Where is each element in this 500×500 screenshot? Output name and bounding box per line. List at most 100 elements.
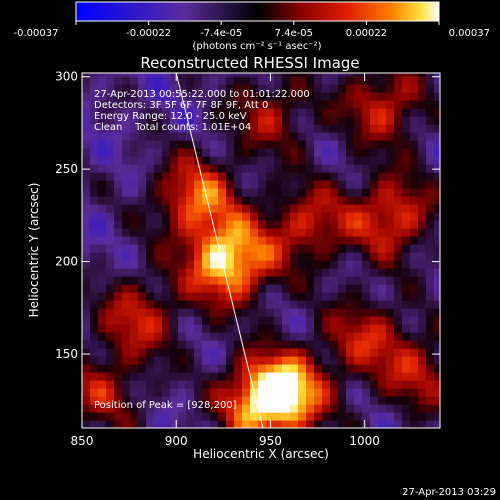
- heatmap-cell: [114, 156, 123, 165]
- heatmap-cell: [434, 332, 440, 341]
- heatmap-cell: [418, 228, 427, 237]
- heatmap-cell: [146, 348, 155, 357]
- plot-frame: [81, 72, 441, 429]
- heatmap-cell: [346, 276, 355, 285]
- heatmap-cell: [210, 92, 219, 101]
- heatmap-cell: [234, 236, 243, 245]
- heatmap-cell: [378, 84, 387, 93]
- heatmap-cell: [266, 260, 275, 269]
- heatmap-cell: [274, 140, 283, 149]
- heatmap-cell: [178, 300, 187, 309]
- heatmap-cell: [290, 388, 299, 397]
- heatmap-cell: [106, 76, 115, 85]
- heatmap-cell: [394, 92, 403, 101]
- heatmap-cell: [234, 372, 243, 381]
- heatmap-cell: [410, 284, 419, 293]
- heatmap-cell: [82, 172, 91, 181]
- heatmap-cell: [402, 420, 411, 428]
- heatmap-cell: [170, 84, 179, 93]
- heatmap-cell: [314, 260, 323, 269]
- heatmap-cell: [234, 380, 243, 389]
- heatmap-cell: [322, 356, 331, 365]
- heatmap-cell: [266, 196, 275, 205]
- heatmap-cell: [402, 388, 411, 397]
- heatmap-cell: [322, 316, 331, 325]
- heatmap-cell: [306, 372, 315, 381]
- heatmap-cell: [170, 356, 179, 365]
- heatmap-cell: [122, 324, 131, 333]
- heatmap-cell: [426, 116, 435, 125]
- heatmap-cell: [330, 332, 339, 341]
- heatmap-cell: [138, 76, 147, 85]
- heatmap-cell: [122, 140, 131, 149]
- heatmap-cell: [218, 164, 227, 173]
- heatmap-cell: [266, 364, 275, 373]
- heatmap-cell: [418, 244, 427, 253]
- heatmap-cell: [282, 372, 291, 381]
- heatmap-cell: [82, 84, 91, 93]
- heatmap-cell: [82, 316, 91, 325]
- heatmap-cell: [394, 196, 403, 205]
- heatmap-cell: [146, 188, 155, 197]
- heatmap-cell: [410, 140, 419, 149]
- heatmap-cell: [234, 140, 243, 149]
- heatmap-cell: [394, 412, 403, 421]
- heatmap-cell: [98, 260, 107, 269]
- heatmap-cell: [338, 124, 347, 133]
- heatmap-cell: [290, 348, 299, 357]
- heatmap-cell: [370, 372, 379, 381]
- heatmap-cell: [322, 412, 331, 421]
- heatmap-cell: [146, 220, 155, 229]
- heatmap-cell: [386, 76, 395, 85]
- heatmap-cell: [378, 268, 387, 277]
- heatmap-cell: [434, 228, 440, 237]
- heatmap-cell: [394, 316, 403, 325]
- heatmap-cell: [106, 73, 115, 77]
- heatmap-cell: [346, 220, 355, 229]
- heatmap-cell: [338, 244, 347, 253]
- heatmap-cell: [154, 188, 163, 197]
- heatmap-cell: [194, 364, 203, 373]
- heatmap-cell: [234, 260, 243, 269]
- heatmap-cell: [282, 260, 291, 269]
- heatmap-cell: [418, 356, 427, 365]
- heatmap-cell: [122, 340, 131, 349]
- heatmap-cell: [210, 164, 219, 173]
- heatmap-cell: [362, 380, 371, 389]
- heatmap-cell: [322, 188, 331, 197]
- heatmap-cell: [274, 132, 283, 141]
- heatmap-cell: [202, 420, 211, 428]
- peak-position-label: Position of Peak = [928,200]: [94, 400, 237, 411]
- heatmap-cell: [330, 340, 339, 349]
- heatmap-cell: [266, 204, 275, 213]
- heatmap-cell: [82, 188, 91, 197]
- heatmap-cell: [418, 260, 427, 269]
- heatmap-cell: [186, 76, 195, 85]
- heatmap-cell: [338, 132, 347, 141]
- heatmap-cell: [162, 372, 171, 381]
- heatmap-cell: [418, 108, 427, 117]
- heatmap-cell: [122, 204, 131, 213]
- heatmap-cell: [250, 140, 259, 149]
- heatmap-cell: [370, 412, 379, 421]
- heatmap-cell: [82, 412, 91, 421]
- heatmap-cell: [202, 73, 211, 77]
- heatmap-cell: [330, 212, 339, 221]
- heatmap-cell: [154, 420, 163, 428]
- heatmap-cell: [426, 372, 435, 381]
- heatmap-cell: [330, 252, 339, 261]
- heatmap-cell: [106, 156, 115, 165]
- heatmap-cell: [402, 164, 411, 173]
- heatmap-cell: [178, 108, 187, 117]
- heatmap-cell: [394, 300, 403, 309]
- heatmap-cell: [106, 196, 115, 205]
- heatmap-cell: [90, 124, 99, 133]
- heatmap-cell: [154, 73, 163, 77]
- heatmap-cell: [354, 220, 363, 229]
- heatmap-cell: [178, 140, 187, 149]
- heatmap-cell: [386, 380, 395, 389]
- heatmap-cell: [154, 116, 163, 125]
- heatmap-cell: [410, 204, 419, 213]
- heatmap-cell: [330, 140, 339, 149]
- heatmap-cell: [386, 276, 395, 285]
